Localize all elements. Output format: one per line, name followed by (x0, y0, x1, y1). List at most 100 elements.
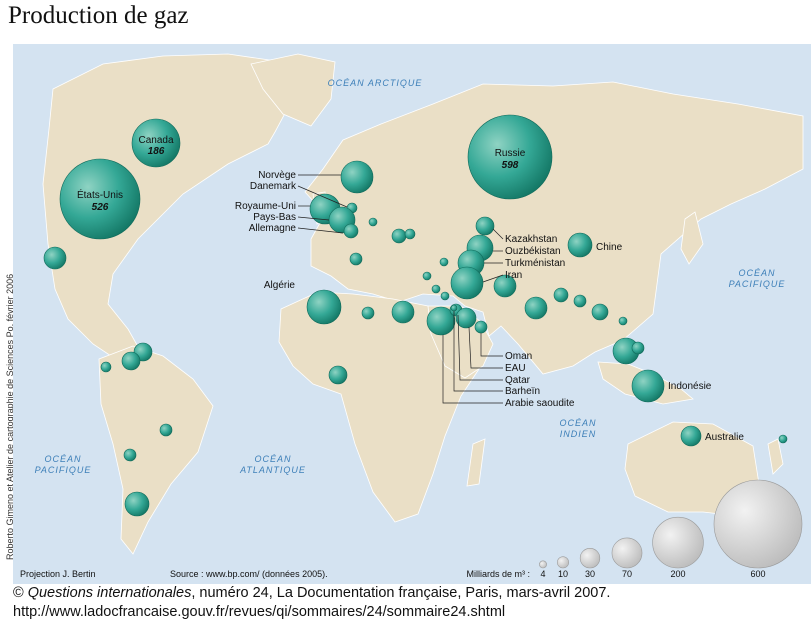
publication-name: Questions internationales (27, 585, 192, 601)
land-masses (42, 53, 804, 555)
bubble-bolivie (159, 423, 173, 437)
bubble-ukraine (404, 228, 416, 240)
ocean-label-pacifique-ouest: OCÉAN PACIFIQUE (35, 454, 92, 475)
bubble-egypte (391, 300, 415, 324)
bubble-inde (524, 296, 548, 320)
label-etats-unis: États-Unis (77, 188, 123, 201)
label-allemagne: Allemagne (249, 223, 297, 234)
legend-circle-600 (713, 479, 803, 569)
ocean-label-arctique: OCÉAN ARCTIQUE (328, 78, 423, 88)
bubble-irak (431, 284, 441, 294)
bubble-etats-unis (59, 158, 141, 240)
legend-label-70: 70 (622, 569, 632, 579)
label-algerie: Algérie (264, 280, 296, 291)
bubble-indonesie (631, 369, 665, 403)
bubble-nigeria (328, 365, 348, 385)
bubble-russie (467, 114, 553, 200)
greenland-land (250, 53, 336, 127)
footer-url: http://www.ladocfrancaise.gouv.fr/revues… (13, 604, 506, 620)
label-australie: Australie (705, 432, 744, 443)
production-bubbles (43, 114, 788, 517)
north-america-land (42, 53, 299, 367)
bubble-italie (349, 252, 363, 266)
label-qatar: Qatar (505, 375, 531, 386)
projection-note: Projection J. Bertin (20, 569, 96, 579)
bubble-pologne (368, 217, 378, 227)
value-etats-unis: 526 (92, 202, 109, 213)
footer-citation: © Questions internationales, numéro 24, … (13, 584, 610, 603)
japan-land (680, 211, 704, 265)
leader-lines (297, 174, 504, 404)
bubble-bresil (123, 448, 137, 462)
map-title: Production de gaz (8, 2, 189, 29)
legend-label-200: 200 (670, 569, 685, 579)
bubble-eau (455, 307, 477, 329)
label-danemark: Danemark (250, 181, 297, 192)
bubble-koweit (440, 291, 450, 301)
bubble-oman (474, 320, 488, 334)
legend-circle-10 (557, 556, 569, 569)
legend-circle-4 (539, 560, 547, 569)
bubble-roumanie (391, 228, 407, 244)
size-legend: 4 10 30 70 200 600 (539, 479, 803, 579)
ocean-label-indien: OCÉAN INDIEN (559, 418, 596, 439)
bubble-mexique (43, 246, 67, 270)
bubble-thailande (591, 303, 609, 321)
bubble-libye (361, 306, 375, 320)
new-zealand-land (767, 438, 784, 475)
label-royaume-uni: Royaume-Uni (235, 201, 296, 212)
bubble-bangladesh (553, 287, 569, 303)
bubble-australie (680, 425, 702, 447)
label-arabie-saoudite: Arabie saoudite (505, 398, 575, 409)
bubble-argentine (124, 491, 150, 517)
bubble-nouvelle-zelande (778, 434, 788, 444)
label-turkmenistan: Turkménistan (505, 258, 565, 269)
label-canada: Canada (138, 135, 173, 146)
world-map: OCÉAN ARCTIQUE OCÉAN PACIFIQUE OCÉAN PACIF… (13, 44, 811, 584)
bubble-arabie-saoudite (426, 306, 456, 336)
label-ouzbekistan: Ouzbékistan (505, 246, 561, 257)
bubble-vietnam (618, 316, 628, 326)
source-note: Source : www.bp.com/ (données 2005). (170, 569, 328, 579)
label-pays-bas: Pays-Bas (253, 212, 296, 223)
legend-label-30: 30 (585, 569, 595, 579)
label-chine: Chine (596, 242, 623, 253)
footer: © Questions internationales, numéro 24, … (13, 584, 610, 622)
legend-circle-30 (579, 548, 601, 569)
value-canada: 186 (148, 146, 165, 157)
bubble-bahrein (450, 304, 458, 312)
label-oman: Oman (505, 351, 532, 362)
legend-circle-70 (611, 537, 643, 569)
legend-circle-200 (652, 516, 704, 569)
bubble-kazakhstan (475, 216, 495, 236)
bubble-norvege (340, 160, 374, 194)
bubble-iran (450, 266, 484, 300)
label-indonesie: Indonésie (668, 381, 712, 392)
country-labels: Russie 598 États-Unis 526 Canada 186 Nor… (77, 135, 744, 443)
eurasia-land (304, 81, 804, 375)
bubble-trinite (121, 351, 141, 371)
map-bottom-text: Projection J. Bertin Source : www.bp.com… (20, 569, 530, 579)
label-russie: Russie (495, 148, 526, 159)
label-kazakhstan: Kazakhstan (505, 234, 557, 245)
bubble-pakistan (493, 274, 517, 298)
africa-land (278, 291, 482, 523)
bubble-brunei (631, 341, 645, 355)
bubble-algerie (306, 289, 342, 325)
bubble-allemagne (343, 223, 359, 239)
bubble-azerbaidjan (439, 257, 449, 267)
bubble-colombie (100, 361, 112, 373)
ocean-label-atlantique: OCÉAN ATLANTIQUE (239, 454, 306, 475)
publication-details: , numéro 24, La Documentation française,… (191, 585, 611, 601)
legend-label-600: 600 (750, 569, 765, 579)
label-norvege: Norvège (258, 170, 296, 181)
legend-label-4: 4 (540, 569, 545, 579)
label-bahrein: Barheïn (505, 386, 540, 397)
madagascar-land (466, 438, 486, 487)
ocean-label-pacifique-est: OCÉAN PACIFIQUE (729, 268, 786, 289)
legend-label-10: 10 (558, 569, 568, 579)
legend-title: Milliards de m³ : (466, 569, 530, 579)
bubble-canada (131, 118, 181, 168)
ocean-labels: OCÉAN ARCTIQUE OCÉAN PACIFIQUE OCÉAN PACIF… (35, 78, 786, 475)
label-eau: EAU (505, 363, 526, 374)
